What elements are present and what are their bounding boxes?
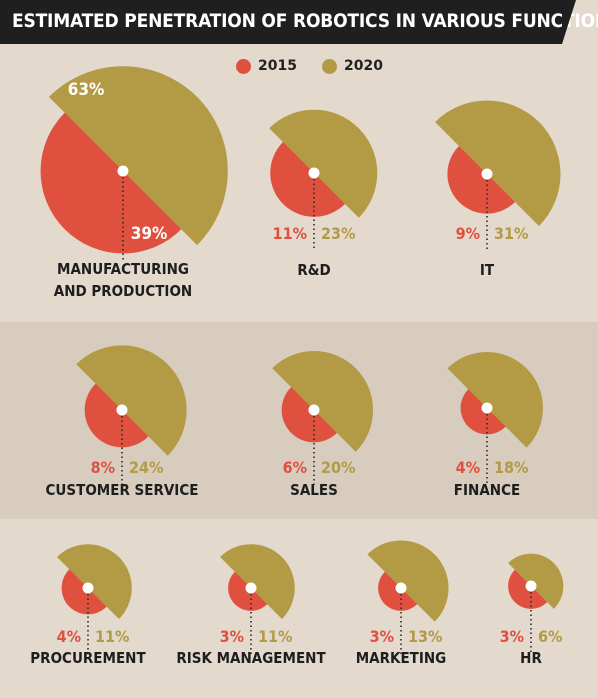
- center-dot-it: [481, 168, 493, 180]
- center-dot-risk-management: [245, 582, 257, 594]
- category-label-risk-management: RISK MANAGEMENT: [176, 649, 326, 667]
- label-2020-finance: 18%: [494, 458, 528, 477]
- legend-label-2020: 2020: [343, 58, 383, 74]
- legend-swatch-2020: [321, 58, 337, 74]
- category-label-marketing: MARKETING: [356, 649, 447, 667]
- center-dot-r-d: [308, 167, 320, 179]
- category-label-manufacturing-and-production-1: MANUFACTURING: [57, 260, 189, 278]
- label-2015-customer-service: 8%: [91, 458, 115, 477]
- label-2015-hr: 3%: [500, 627, 524, 646]
- pie-2020-r-d: [269, 109, 378, 218]
- label-2020-r-d: 23%: [321, 224, 355, 243]
- label-2020-risk-management: 11%: [258, 627, 292, 646]
- pie-2020-risk-management: [220, 544, 295, 619]
- category-label-procurement: PROCUREMENT: [30, 649, 146, 667]
- pie-2020-marketing: [367, 540, 449, 622]
- label-2015-finance: 4%: [456, 458, 480, 477]
- label-2020-customer-service: 24%: [129, 458, 163, 477]
- label-2015-it: 9%: [456, 224, 480, 243]
- center-dot-finance: [481, 402, 493, 414]
- label-2015-risk-management: 3%: [220, 627, 244, 646]
- label-2020-hr: 6%: [538, 627, 562, 646]
- pie-2020-customer-service: [76, 345, 187, 456]
- legend-label-2015: 2015: [258, 58, 297, 74]
- label-2020-it: 31%: [494, 224, 528, 243]
- chart-title: ESTIMATED PENETRATION OF ROBOTICS IN VAR…: [12, 10, 598, 32]
- label-2015-procurement: 4%: [57, 627, 81, 646]
- label-2020-manufacturing-and-production: 63%: [68, 80, 105, 100]
- category-label-manufacturing-and-production-2: AND PRODUCTION: [54, 282, 192, 300]
- center-dot-marketing: [395, 582, 407, 594]
- center-dot-manufacturing-and-production: [117, 165, 129, 177]
- pie-2020-sales: [272, 350, 374, 452]
- category-label-hr: HR: [520, 649, 542, 667]
- category-label-sales: SALES: [290, 481, 338, 499]
- legend-item-2020: 2020: [321, 58, 383, 74]
- label-2020-procurement: 11%: [95, 627, 129, 646]
- label-2020-sales: 20%: [321, 458, 355, 477]
- center-dot-sales: [308, 404, 320, 416]
- label-2015-manufacturing-and-production: 39%: [131, 224, 168, 244]
- pie-2020-hr: [508, 553, 564, 609]
- label-2015-sales: 6%: [283, 458, 307, 477]
- pie-2020-finance: [447, 352, 543, 448]
- title-bar: ESTIMATED PENETRATION OF ROBOTICS IN VAR…: [0, 0, 598, 44]
- pie-2020-manufacturing-and-production: [48, 66, 228, 246]
- pie-2020-procurement: [57, 544, 132, 619]
- label-2015-r-d: 11%: [273, 224, 307, 243]
- category-label-it: IT: [480, 261, 495, 279]
- legend-swatch-2015: [236, 58, 251, 74]
- legend: 2015 2020: [236, 55, 408, 77]
- label-2015-marketing: 3%: [370, 627, 394, 646]
- pie-2020-it: [435, 100, 561, 226]
- category-label-r-d: R&D: [297, 261, 330, 279]
- center-dot-procurement: [82, 582, 94, 594]
- legend-item-2015: 2015: [236, 58, 297, 74]
- center-dot-hr: [525, 580, 537, 592]
- category-label-customer-service: CUSTOMER SERVICE: [46, 481, 199, 499]
- category-label-finance: FINANCE: [454, 481, 520, 499]
- center-dot-customer-service: [116, 404, 128, 416]
- label-2020-marketing: 13%: [408, 627, 442, 646]
